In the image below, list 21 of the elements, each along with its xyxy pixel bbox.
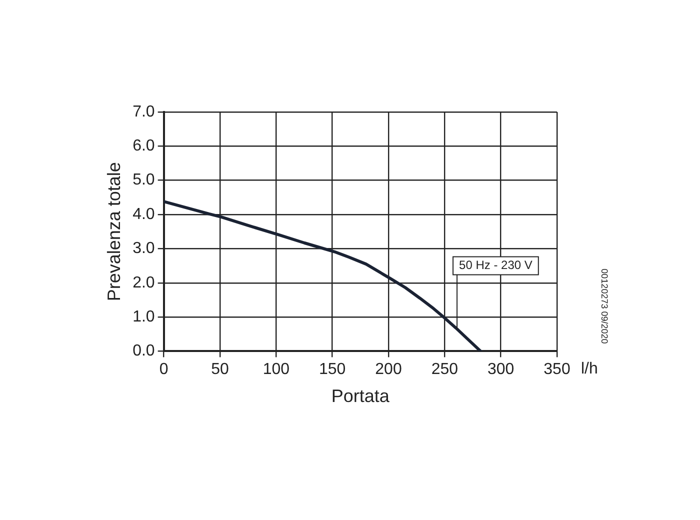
x-tick-label: 250: [431, 361, 458, 378]
y-tick-label: 2.0: [132, 274, 155, 292]
y-tick-label: 4.0: [132, 206, 155, 223]
x-tick-label: 150: [318, 361, 346, 378]
y-axis-title: Prevalenza totale: [104, 162, 124, 302]
y-tick-label: 3.0: [132, 240, 155, 258]
x-tick-label: 100: [262, 361, 290, 378]
x-tick-label: 200: [375, 361, 402, 378]
text: 00120273 09/2020: [600, 268, 610, 344]
x-tick-label: 0: [159, 361, 168, 378]
y-tick-label: 7.0: [132, 103, 155, 120]
y-tick-label: 1.0: [132, 308, 155, 326]
x-tick-label: 350: [544, 361, 570, 378]
y-tick-label: 6.0: [132, 138, 155, 155]
text: l/h: [581, 360, 598, 378]
x-axis-title: Portata: [331, 386, 390, 406]
x-tick-label: 300: [487, 361, 514, 378]
annotation: 50 Hz - 230 V: [459, 258, 532, 272]
x-tick-label: 50: [211, 361, 230, 378]
y-tick-label: 5.0: [132, 172, 155, 189]
y-tick-label: 0.0: [132, 342, 155, 360]
